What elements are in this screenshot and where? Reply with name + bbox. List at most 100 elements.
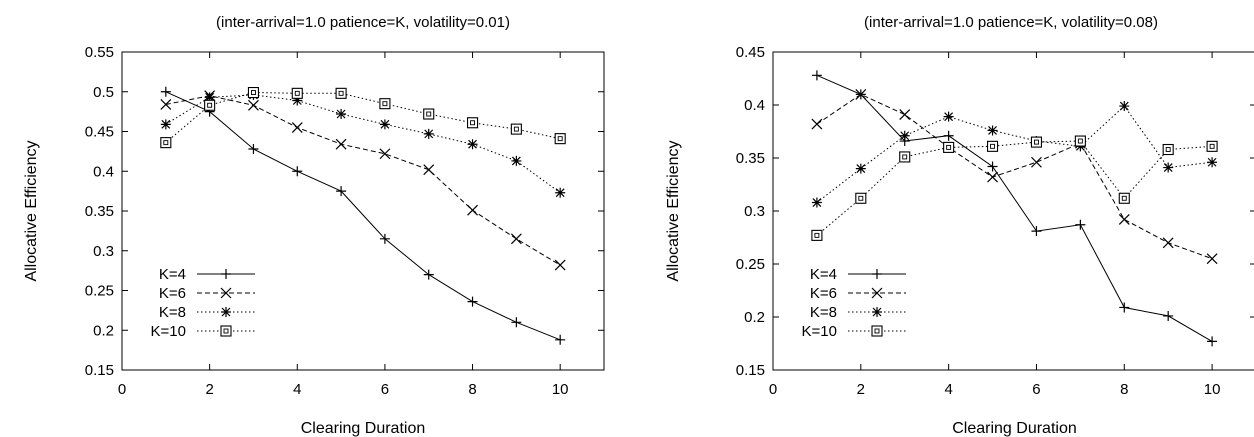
legend-label: K=10 — [802, 323, 837, 340]
x-tick-label: 10 — [552, 381, 569, 398]
legend-star-marker — [221, 307, 231, 317]
square-marker — [160, 137, 172, 149]
x-tick-label: 4 — [944, 381, 952, 398]
square-marker-inner — [874, 328, 880, 334]
legend-label: K=4 — [810, 266, 837, 283]
square-marker-outer — [291, 87, 303, 99]
star-marker — [855, 163, 866, 174]
square-marker-outer — [1074, 135, 1086, 147]
y-tick-label: 0.45 — [736, 44, 765, 61]
star-marker — [899, 130, 910, 141]
y-tick-label: 0.25 — [736, 256, 765, 273]
square-marker-inner — [251, 90, 256, 95]
star-marker — [467, 139, 478, 150]
plus-marker — [811, 70, 822, 81]
series-k-10 — [160, 86, 566, 149]
square-marker-inner — [1034, 139, 1039, 145]
plus-marker — [379, 233, 390, 244]
y-tick-label: 0.2 — [93, 322, 114, 339]
square-marker — [943, 141, 955, 153]
square-marker-outer — [899, 151, 911, 163]
square-marker — [466, 117, 479, 129]
star-marker — [555, 187, 566, 198]
square-marker-inner — [163, 140, 169, 146]
x-tick-label: 4 — [293, 381, 301, 398]
star-marker — [292, 95, 303, 106]
cross-marker — [1031, 156, 1042, 168]
cross-marker — [291, 122, 303, 133]
chart-title: (inter-arrival=1.0 patience=K, volatilit… — [216, 14, 510, 31]
star-marker — [511, 155, 522, 166]
y-tick-label: 0.2 — [744, 309, 765, 326]
square-marker-inner — [382, 101, 388, 107]
cross-marker — [1118, 214, 1130, 225]
square-marker-inner — [1209, 143, 1215, 149]
star-marker — [423, 128, 434, 139]
star-marker — [204, 92, 215, 103]
cross-marker — [1162, 237, 1174, 249]
plus-marker — [336, 186, 347, 197]
legend-square-marker — [871, 325, 883, 337]
legend-label: K=6 — [159, 285, 186, 302]
square-marker-inner — [207, 102, 213, 108]
y-tick-label: 0.3 — [93, 243, 114, 260]
x-tick-label: 2 — [205, 381, 213, 398]
square-marker-outer — [855, 192, 867, 204]
cross-marker — [811, 118, 823, 130]
y-tick-label: 0.25 — [85, 283, 114, 300]
y-axis-label: Allocative Efficiency — [23, 140, 40, 281]
square-marker-outer — [554, 133, 566, 145]
square-marker — [899, 151, 911, 163]
plus-marker — [1207, 336, 1218, 347]
series-line — [165, 95, 561, 266]
square-marker — [510, 123, 522, 135]
x-tick-label: 2 — [857, 381, 865, 398]
x-tick-label: 8 — [1120, 381, 1128, 398]
series-line — [816, 74, 1213, 342]
legend-star-marker — [872, 307, 882, 317]
legend-cross-marker — [220, 287, 232, 299]
cross-marker — [248, 99, 259, 111]
square-marker — [1074, 135, 1086, 147]
chart-left: (inter-arrival=1.0 patience=K, volatilit… — [23, 14, 605, 437]
square-marker — [335, 87, 347, 99]
star-marker — [1207, 157, 1218, 168]
x-tick-label: 0 — [118, 381, 126, 398]
y-tick-label: 0.45 — [85, 124, 114, 141]
square-marker-inner — [470, 120, 475, 126]
cross-marker — [554, 259, 566, 271]
cross-marker — [423, 164, 435, 176]
series-k-8 — [811, 101, 1218, 208]
star-marker — [811, 197, 822, 208]
plot-frame — [121, 51, 605, 371]
star-marker — [160, 119, 171, 130]
y-tick-label: 0.15 — [85, 362, 114, 379]
square-marker-inner — [1165, 147, 1171, 152]
square-marker-inner — [902, 154, 908, 160]
square-marker — [291, 87, 303, 99]
legend-plus-marker — [872, 269, 882, 279]
plus-marker — [160, 86, 171, 97]
square-marker — [986, 140, 999, 152]
star-marker — [1163, 162, 1174, 173]
plus-marker — [1163, 310, 1174, 321]
plus-marker — [1119, 302, 1130, 313]
y-tick-label: 0.35 — [736, 150, 765, 167]
square-marker-outer — [335, 87, 347, 99]
cross-marker — [1206, 253, 1218, 265]
square-marker — [1206, 140, 1218, 152]
square-marker-inner — [426, 111, 432, 117]
y-tick-label: 0.35 — [85, 203, 114, 220]
square-marker — [1162, 143, 1174, 156]
square-marker-inner — [557, 136, 563, 142]
square-marker — [379, 98, 391, 110]
legend-label: K=10 — [151, 323, 186, 340]
plus-marker — [1031, 226, 1042, 237]
series-line — [165, 91, 561, 341]
y-tick-label: 0.5 — [93, 84, 114, 101]
series-k-10 — [811, 135, 1218, 241]
square-marker-inner — [990, 143, 995, 149]
legend-label: K=8 — [810, 304, 837, 321]
star-marker — [379, 119, 390, 130]
